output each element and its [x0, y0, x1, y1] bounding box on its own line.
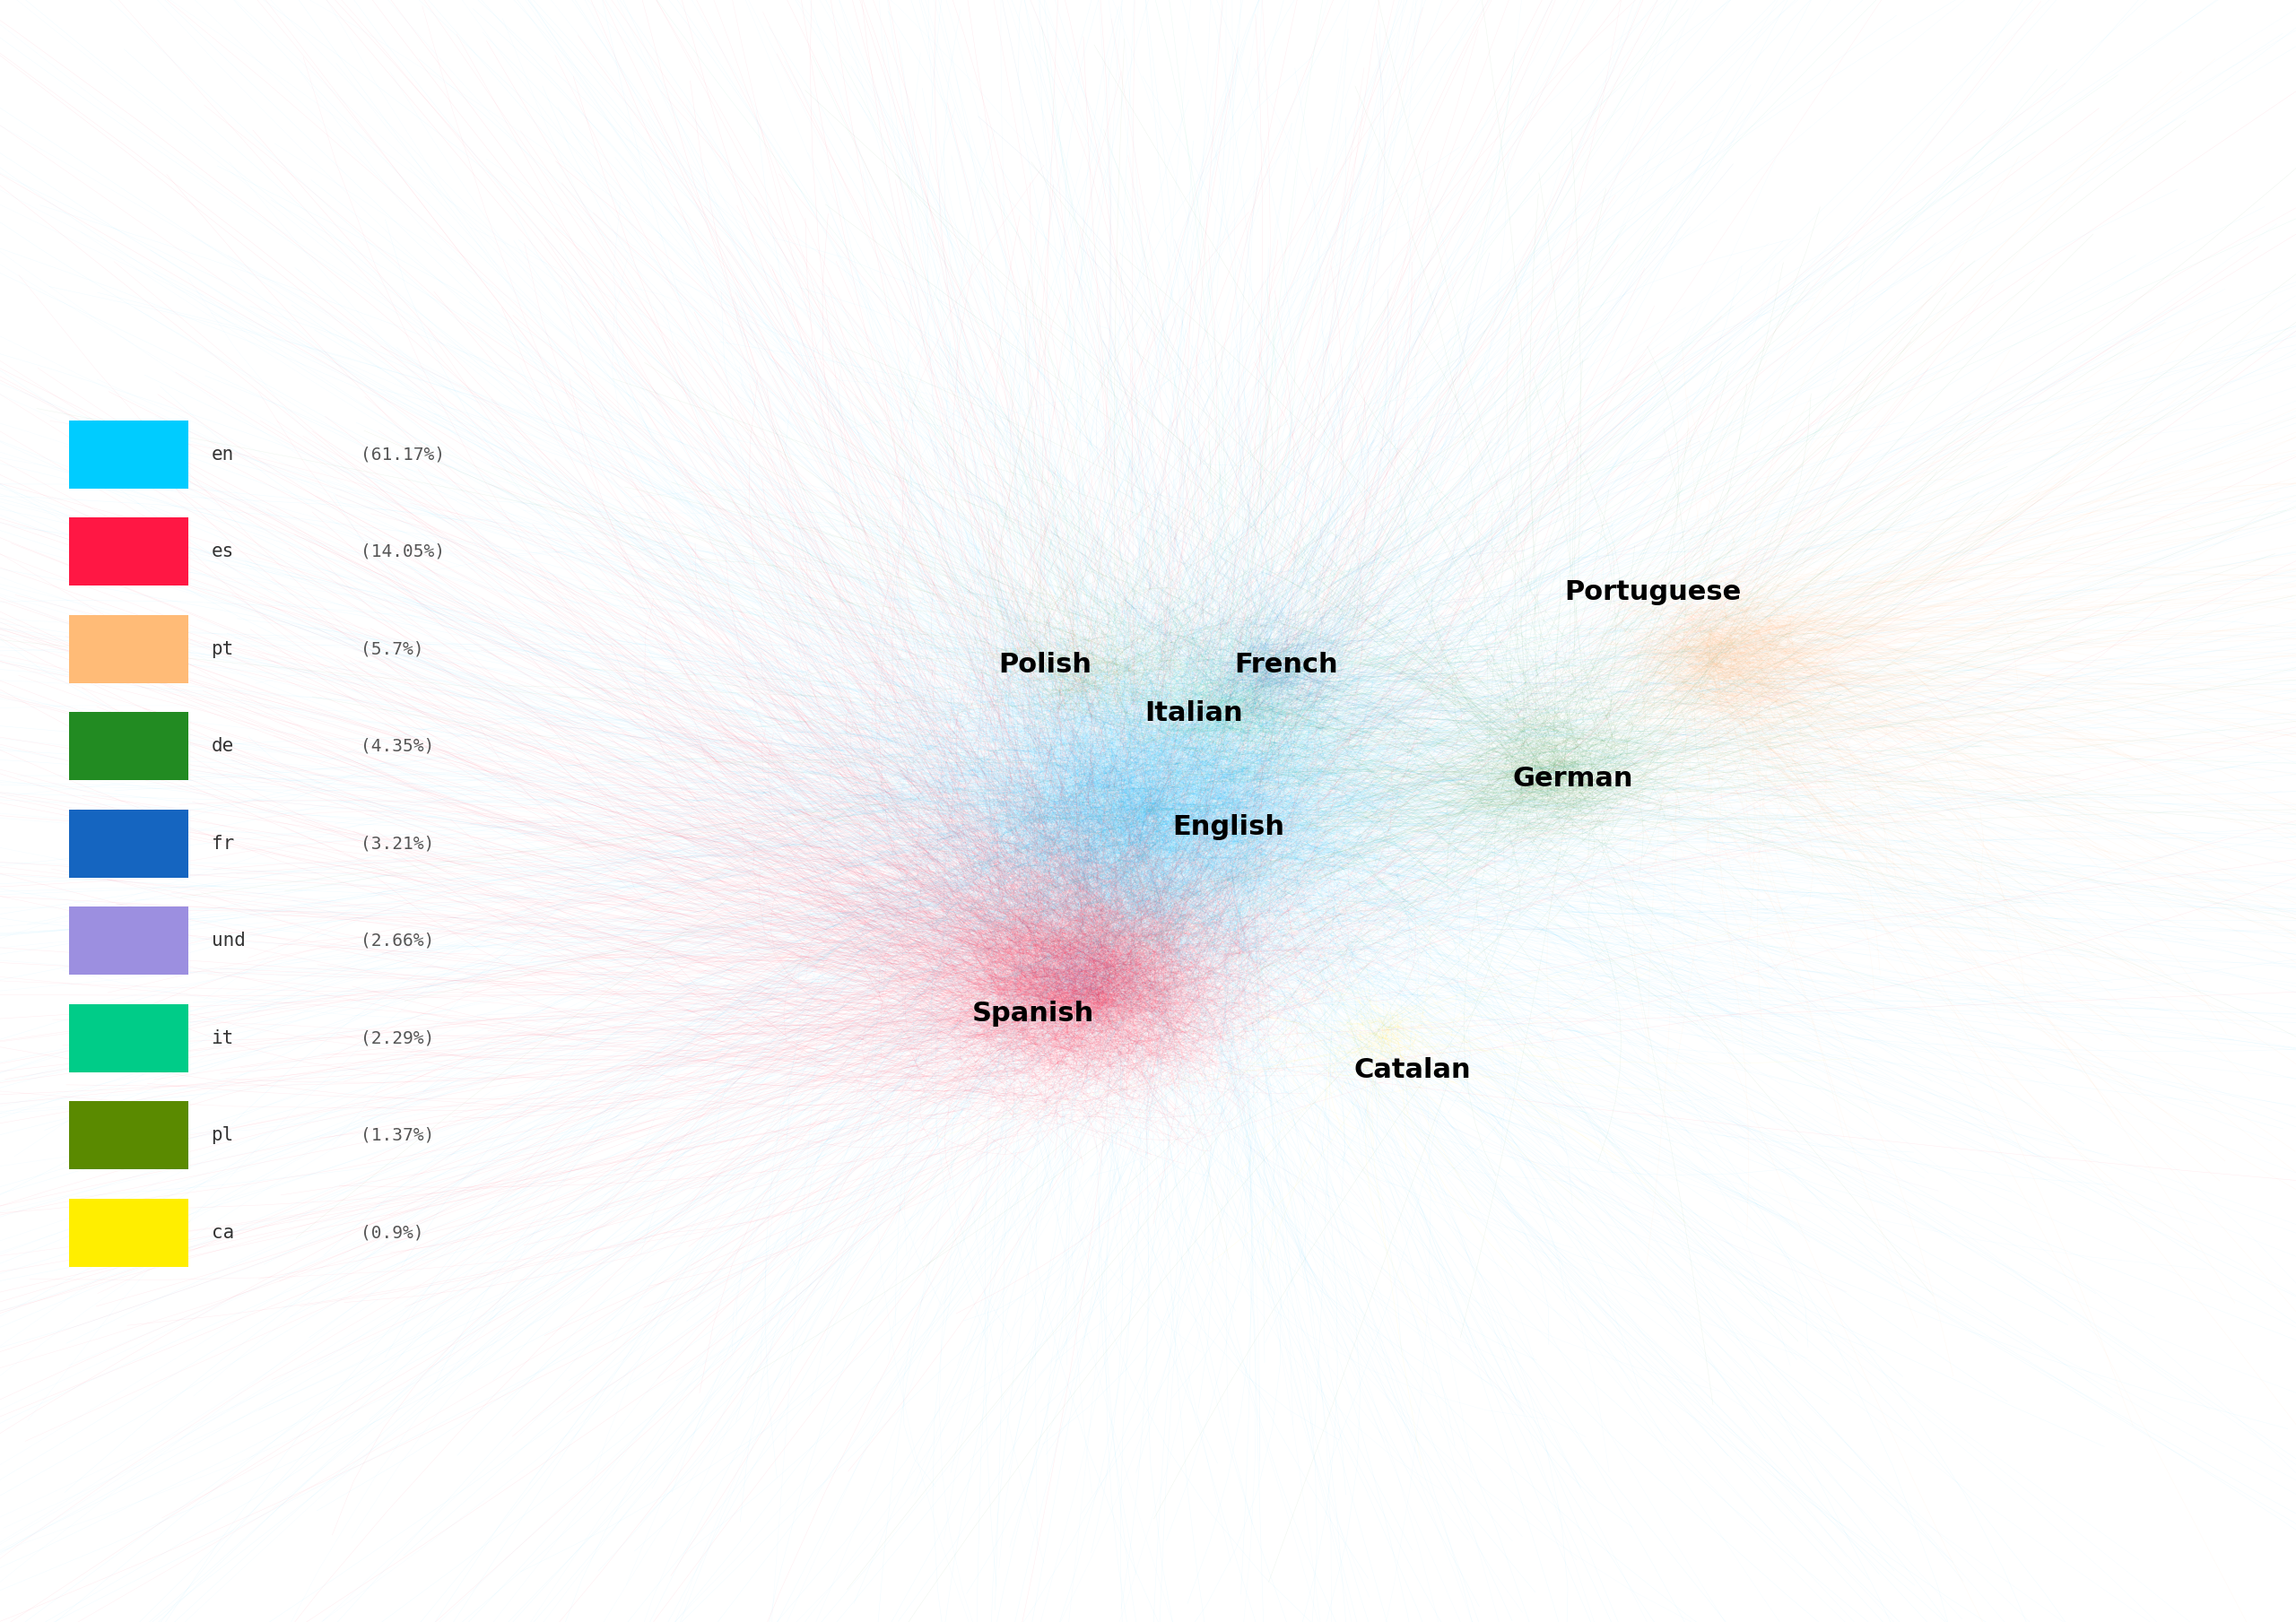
FancyBboxPatch shape [69, 712, 188, 780]
Text: Spanish: Spanish [971, 1001, 1095, 1027]
Text: es: es [211, 542, 234, 561]
Text: (3.21%): (3.21%) [360, 835, 434, 852]
Text: it: it [211, 1028, 234, 1048]
FancyBboxPatch shape [69, 1101, 188, 1169]
Text: (5.7%): (5.7%) [360, 641, 425, 657]
FancyBboxPatch shape [69, 907, 188, 975]
Text: English: English [1173, 814, 1283, 840]
Text: (4.35%): (4.35%) [360, 738, 434, 754]
FancyBboxPatch shape [69, 420, 188, 488]
Text: fr: fr [211, 834, 234, 853]
Text: Polish: Polish [999, 652, 1091, 678]
Text: de: de [211, 736, 234, 756]
Text: French: French [1233, 652, 1339, 678]
Text: ca: ca [211, 1223, 234, 1242]
Text: (2.66%): (2.66%) [360, 933, 434, 949]
Text: pl: pl [211, 1126, 234, 1145]
FancyBboxPatch shape [69, 1199, 188, 1267]
Text: Italian: Italian [1146, 701, 1242, 727]
Text: Catalan: Catalan [1352, 1058, 1472, 1083]
Text: (0.9%): (0.9%) [360, 1225, 425, 1241]
Text: German: German [1513, 766, 1632, 792]
FancyBboxPatch shape [69, 1004, 188, 1072]
Text: (61.17%): (61.17%) [360, 446, 445, 462]
Text: Portuguese: Portuguese [1564, 579, 1743, 605]
FancyBboxPatch shape [69, 615, 188, 683]
Text: (14.05%): (14.05%) [360, 543, 445, 560]
Text: (2.29%): (2.29%) [360, 1030, 434, 1046]
Text: und: und [211, 931, 246, 950]
FancyBboxPatch shape [69, 517, 188, 586]
FancyBboxPatch shape [69, 809, 188, 878]
Text: pt: pt [211, 639, 234, 659]
Text: en: en [211, 444, 234, 464]
Text: (1.37%): (1.37%) [360, 1127, 434, 1144]
